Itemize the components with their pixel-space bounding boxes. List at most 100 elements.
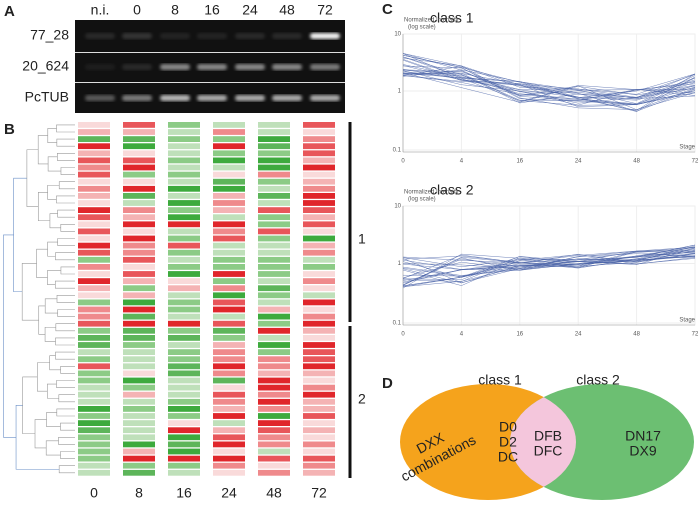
y-tick-label: 1	[398, 261, 402, 267]
heatmap-cell	[258, 469, 290, 476]
heatmap-cell	[168, 349, 200, 355]
venn-text: DC	[498, 449, 518, 465]
heatmap-cell	[213, 122, 245, 128]
heatmap-cell	[303, 370, 335, 377]
heatmap-cell	[258, 377, 290, 384]
heatmap-cell	[168, 207, 200, 213]
heatmap-cell	[213, 356, 245, 363]
heatmap-cell	[258, 185, 290, 192]
dendrogram-branch	[60, 451, 75, 459]
row-label: 77_28	[30, 27, 69, 43]
dendrogram-branch	[55, 252, 75, 261]
heatmap-cell	[303, 320, 335, 327]
heatmap-cell	[303, 221, 335, 228]
heatmap-cell	[78, 221, 110, 228]
heatmap-cell	[303, 249, 335, 256]
panel-label: A	[4, 3, 15, 20]
heatmap-cell	[213, 185, 245, 192]
heatmap-cell	[213, 164, 245, 171]
heatmap-cell	[168, 214, 200, 221]
heatmap-cell	[168, 406, 200, 412]
dendrogram-branch	[44, 298, 58, 314]
heatmap-cell	[78, 320, 110, 327]
heatmap-cell	[213, 171, 245, 178]
dendrogram-branch	[47, 241, 58, 257]
heatmap-cell	[303, 398, 335, 405]
heatmap-cell	[303, 143, 335, 150]
heatmap-cell	[213, 264, 245, 270]
heatmap-cell	[123, 157, 155, 164]
dendrogram-branch	[47, 383, 59, 399]
gel-band	[310, 64, 340, 70]
heatmap-cell	[123, 349, 155, 355]
plot-title: class 2	[430, 182, 474, 198]
column-label: 48	[266, 485, 282, 501]
heatmap-cell	[123, 193, 155, 199]
heatmap-cell	[123, 221, 155, 228]
heatmap-cell	[213, 363, 245, 370]
heatmap-cell	[78, 406, 110, 412]
heatmap-cell	[168, 299, 200, 306]
heatmap-cell	[213, 377, 245, 384]
dendrogram-branch	[47, 184, 60, 200]
heatmap-cell	[78, 398, 110, 405]
heatmap-cell	[168, 370, 200, 377]
heatmap-cell	[78, 271, 110, 277]
heatmap-cell	[78, 150, 110, 157]
heatmap-cell	[258, 455, 290, 462]
lane-label: 72	[317, 2, 333, 18]
heatmap-cell	[213, 306, 245, 313]
heatmap-cell	[303, 406, 335, 412]
heatmap-cell	[213, 178, 245, 185]
heatmap-cell	[123, 384, 155, 391]
heatmap-cell	[168, 363, 200, 370]
gel-band	[197, 64, 227, 70]
dendrogram-branch	[60, 224, 75, 232]
heatmap-cell	[168, 335, 200, 341]
dendrogram-branch	[57, 309, 75, 317]
dendrogram-branch	[46, 412, 61, 427]
heatmap-cell	[168, 441, 200, 448]
dendrogram-branch	[56, 195, 75, 204]
heatmap-cell	[258, 335, 290, 341]
profile-line	[402, 68, 696, 106]
heatmap-cell	[303, 214, 335, 221]
heatmap-cell	[213, 256, 245, 263]
row-label: 20_624	[22, 58, 69, 74]
heatmap-cell	[123, 122, 155, 128]
y-tick-label: 1	[398, 89, 402, 95]
heatmap-cell	[213, 398, 245, 405]
heatmap-cell	[213, 413, 245, 419]
heatmap-cell	[258, 264, 290, 270]
dendrogram-branch	[34, 419, 47, 449]
heatmap-cell	[258, 200, 290, 206]
heatmap-cell	[258, 207, 290, 213]
profile-line	[402, 247, 696, 286]
heatmap-cell	[213, 136, 245, 142]
heatmap-cell	[123, 356, 155, 363]
heatmap-cell	[258, 420, 290, 426]
heatmap-cell	[168, 306, 200, 313]
heatmap-cell	[258, 320, 290, 327]
heatmap-cell	[303, 448, 335, 455]
column-label: 0	[90, 485, 98, 501]
heatmap-cell	[123, 313, 155, 320]
lane-label: 8	[171, 2, 179, 18]
panel-label: C	[382, 1, 393, 18]
heatmap-cell	[258, 164, 290, 171]
dendrogram-branch	[60, 422, 75, 431]
heatmap-cell	[168, 150, 200, 157]
x-tick-label: 16	[516, 159, 523, 165]
heatmap-cell	[78, 335, 110, 341]
heatmap-cell	[303, 420, 335, 426]
heatmap-cell	[213, 327, 245, 334]
lane-label: 24	[242, 2, 258, 18]
heatmap-cell	[78, 185, 110, 192]
heatmap-cell	[258, 306, 290, 313]
heatmap-cell	[168, 129, 200, 135]
heatmap-cell	[78, 384, 110, 391]
heatmap-cell	[168, 278, 200, 284]
heatmap-cell	[303, 342, 335, 348]
heatmap-cell	[258, 249, 290, 256]
dendrogram-branch	[26, 149, 39, 207]
